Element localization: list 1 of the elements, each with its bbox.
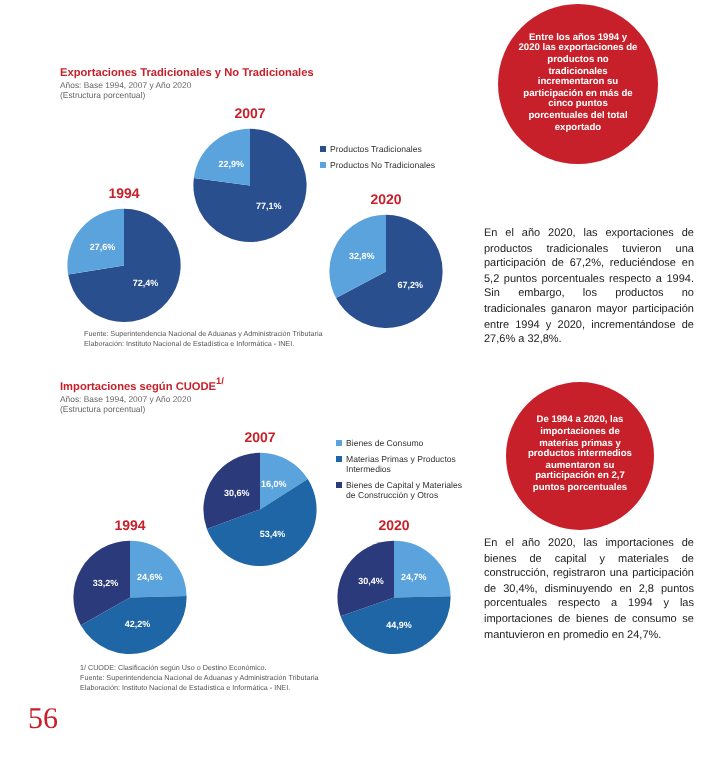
text: 56	[28, 704, 58, 736]
